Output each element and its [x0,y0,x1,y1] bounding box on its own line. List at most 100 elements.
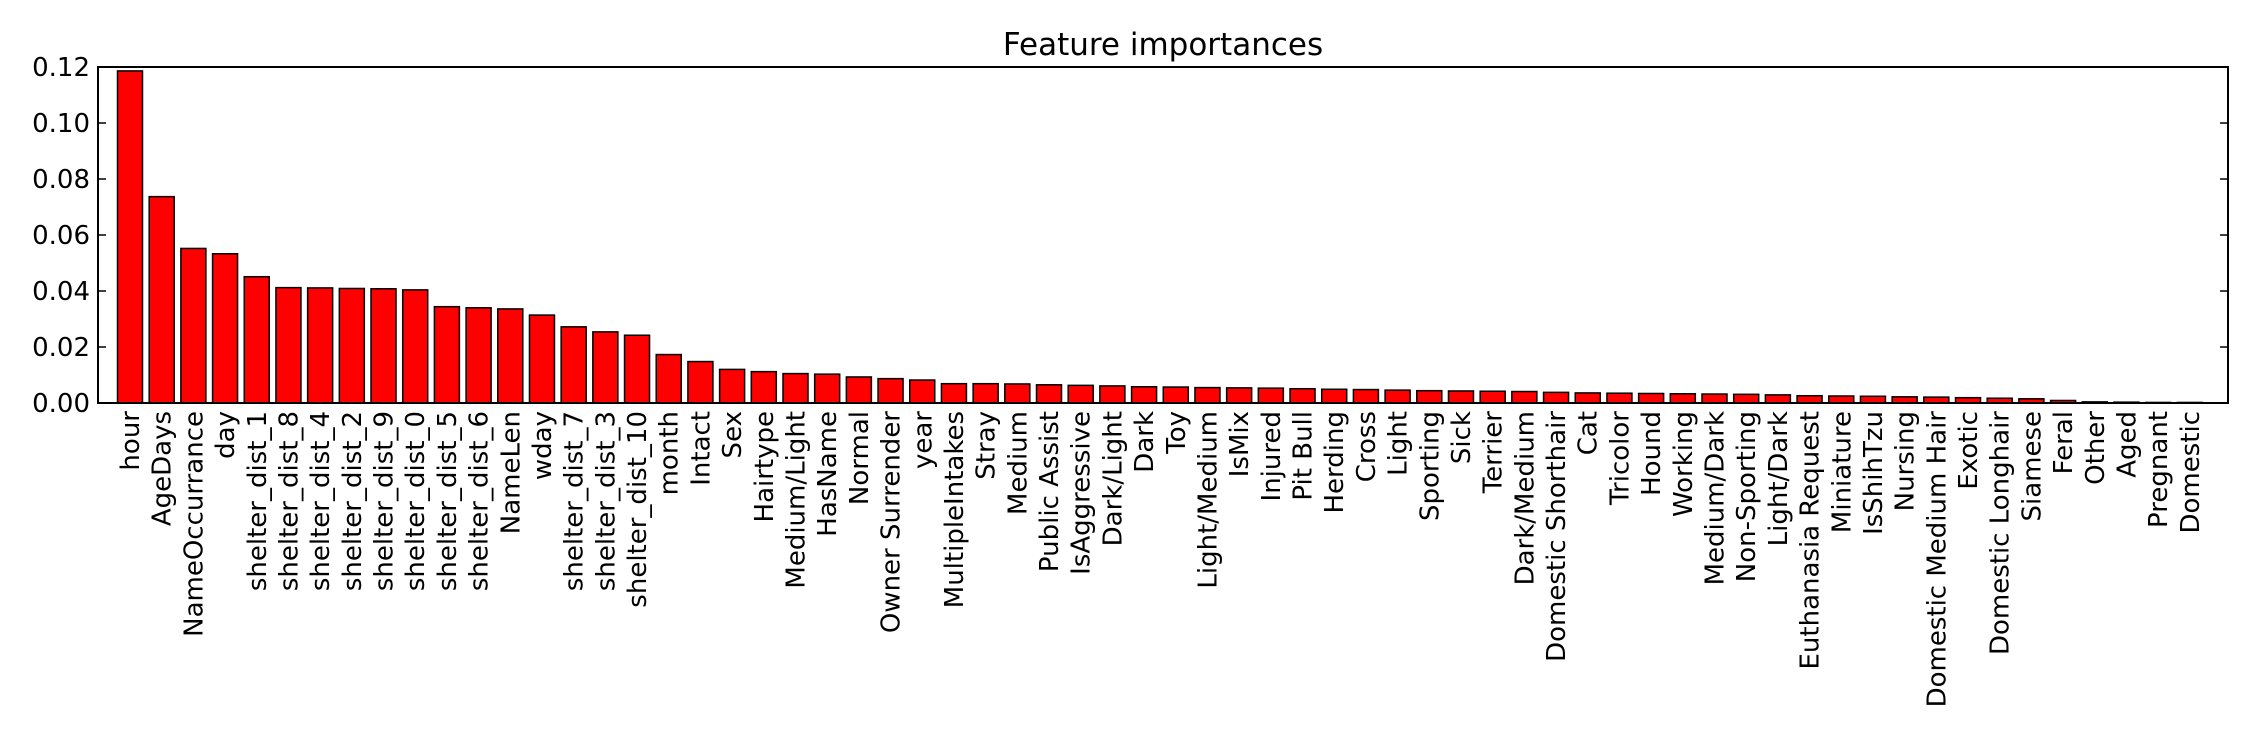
x-tick-label: Toy [1162,411,1192,455]
bar [370,288,397,404]
bar [1035,384,1063,404]
x-tick-label: Intact [686,411,716,486]
bar [972,382,999,404]
bar [338,287,366,404]
bar [687,360,714,404]
bar [1099,385,1126,404]
x-tick-label: Terrier [1479,411,1509,495]
bar [528,314,556,404]
bar [1130,386,1158,404]
x-tick-label: Miniature [1827,411,1857,533]
x-tick-label: shelter_dist_9 [370,411,400,591]
bar [623,334,651,404]
y-tick-label: 0.04 [32,277,90,307]
bar [813,373,841,404]
y-axis: 0.00 0.02 0.04 0.06 0.08 0.10 0.12 [32,53,2228,419]
x-tick-label: Medium/Dark [1701,411,1731,585]
bar [497,308,524,404]
x-tick-label: Hound [1637,411,1667,496]
x-tick-label: Herding [1320,411,1350,514]
x-tick-label: Dark/Light [1098,411,1128,546]
y-tick-label: 0.00 [32,389,90,419]
bar [243,275,271,404]
bar [782,372,809,404]
bar [401,289,429,404]
x-tick-label: IsAggressive [1067,411,1097,575]
bar [1162,386,1190,404]
x-tick-label: Domestic Shorthair [1542,411,1572,662]
x-tick-label: shelter_dist_6 [465,411,495,591]
bar [940,382,968,404]
plot-frame [97,66,2229,404]
x-tick-label: Normal [845,411,875,505]
x-tick-label: hour [116,411,146,471]
bar [1352,388,1380,404]
x-tick-label: shelter_dist_1 [243,411,273,591]
x-tick-label: MultipleIntakes [940,411,970,608]
y-tick-label: 0.10 [32,109,90,139]
bar [306,287,334,404]
x-tick-label: Dark [1130,411,1160,473]
bar [1257,387,1285,404]
x-tick-label: year [908,411,938,469]
x-tick-label: Owner Surrender [877,411,907,633]
y-tick-label: 0.06 [32,221,90,251]
bar [211,253,239,404]
x-axis: hour AgeDays NameOccurrance day shelter_dist… [116,411,2206,708]
x-tick-label: Tricolor [1605,411,1635,506]
x-tick-label: wday [528,411,558,480]
x-tick-label: Stray [972,411,1002,480]
x-tick-label: IsShihTzu [1859,411,1889,535]
bar [1828,395,1855,404]
bar [1067,384,1094,404]
x-tick-label: Public Assist [1035,411,1065,572]
x-tick-label: Sick [1447,411,1477,464]
bar [1796,394,1823,404]
x-tick-label: HasName [813,411,843,537]
x-tick-label: IsMix [1225,411,1255,477]
bar [1574,392,1601,404]
x-tick-label: Domestic [2176,411,2206,534]
x-tick-label: shelter_dist_8 [274,411,304,591]
y-tick-label: 0.12 [32,53,90,83]
x-tick-label: Medium [1003,411,1033,515]
bar [465,307,492,404]
bar [1764,394,1792,404]
bar [180,247,207,404]
bar [560,326,587,404]
x-tick-label: Sex [718,411,748,458]
y-tick-label: 0.02 [32,333,90,363]
x-tick-label: Hairtype [750,411,780,522]
x-tick-label: Working [1669,411,1699,517]
x-tick-label: Non-Sporting [1732,411,1762,582]
x-tick-label: Light/Dark [1764,411,1794,546]
x-tick-label: Pregnant [2144,411,2174,528]
bar [1416,389,1443,404]
bar [116,70,144,404]
y-tick-label: 0.08 [32,165,90,195]
bar [1637,392,1665,404]
x-tick-label: Sporting [1415,411,1445,521]
x-tick-label: day [211,411,241,459]
x-tick-label: Other [2081,411,2111,485]
x-tick-label: NameOccurrance [179,411,209,637]
x-tick-label: Cat [1574,411,1604,455]
chart-title: Feature importances [1003,27,1323,63]
bars-group [116,70,2204,404]
bar [1289,387,1316,404]
x-tick-label: Domestic Medium Hair [1922,411,1952,708]
bar [433,305,461,404]
x-tick-label: Nursing [1891,411,1921,511]
x-tick-label: NameLen [496,411,526,534]
x-tick-label: shelter_dist_10 [623,411,653,608]
bar [1225,387,1253,404]
bar [877,377,904,404]
x-tick-label: shelter_dist_2 [338,411,368,591]
bar [1320,388,1348,404]
bar [1542,391,1570,404]
bar [1511,390,1538,404]
x-tick-label: Domestic Longhair [1986,411,2016,655]
bar [1669,393,1697,404]
bar [1701,393,1728,404]
